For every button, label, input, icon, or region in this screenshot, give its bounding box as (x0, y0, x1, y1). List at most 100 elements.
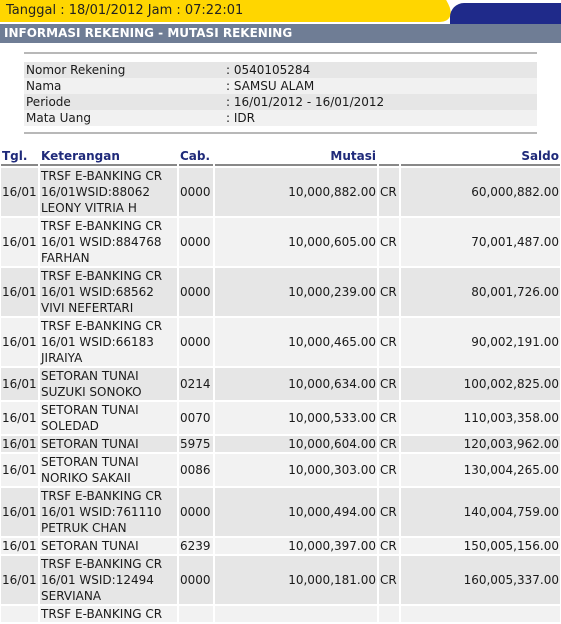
mutation-amount-cell: 10,000,397.00 (215, 538, 377, 554)
description-line: TRSF E-BANKING CR (41, 489, 163, 503)
branch-cell: 0000 (179, 268, 213, 316)
debit-credit-cell (379, 606, 399, 622)
date-bar-yellow-tab (0, 0, 440, 22)
table-row: 16/01 SETORAN TUNAI NORIKO SAKAII 0086 10,00… (1, 454, 560, 486)
column-header-cab: Cab. (179, 148, 213, 166)
description-line: 16/01 WSID:12494 (41, 573, 154, 587)
balance-cell: 110,003,358.00 (401, 402, 560, 434)
debit-credit-cell: CR (379, 538, 399, 554)
description-cell: TRSF E-BANKING CR 16/01 WSID:12494 SERVIAN… (40, 556, 177, 604)
account-number-label: Nomor Rekening (26, 63, 126, 77)
debit-credit-cell: CR (379, 454, 399, 486)
description-cell: SETORAN TUNAI (40, 538, 177, 554)
balance-cell: 160,005,337.00 (401, 556, 560, 604)
balance-cell: 120,003,962.00 (401, 436, 560, 452)
mutation-amount-cell: 10,000,604.00 (215, 436, 377, 452)
debit-credit-cell: CR (379, 488, 399, 536)
balance-cell: 90,002,191.00 (401, 318, 560, 366)
date-cell: 16/01 (1, 268, 38, 316)
description-line: SOLEDAD (41, 419, 99, 433)
table-row: 16/01 TRSF E-BANKING CR 16/01 WSID:761110 P… (1, 488, 560, 536)
date-cell: 16/01 (1, 168, 38, 216)
date-cell (1, 606, 38, 622)
account-row-name: Nama : SAMSU ALAM (24, 78, 537, 94)
table-row: 16/01 TRSF E-BANKING CR 16/01 WSID:66183 JI… (1, 318, 560, 366)
mutation-amount-cell (215, 606, 377, 622)
description-line: TRSF E-BANKING CR (41, 269, 163, 283)
table-row: 16/01 TRSF E-BANKING CR 16/01WSID:88062 LEO… (1, 168, 560, 216)
mutation-amount-cell: 10,000,634.00 (215, 368, 377, 400)
description-line: 16/01 WSID:884768 (41, 235, 162, 249)
description-line: 16/01 WSID:761110 (41, 505, 162, 519)
table-row: TRSF E-BANKING CR (1, 606, 560, 622)
account-name-label: Nama (26, 79, 62, 93)
table-row: 16/01 TRSF E-BANKING CR 16/01 WSID:884768 F… (1, 218, 560, 266)
branch-cell: 0000 (179, 488, 213, 536)
branch-cell: 0000 (179, 168, 213, 216)
divider-bottom (24, 132, 537, 134)
mutation-amount-cell: 10,000,882.00 (215, 168, 377, 216)
branch-cell: 0000 (179, 318, 213, 366)
table-row: 16/01 SETORAN TUNAI 6239 10,000,397.00 CR 150… (1, 538, 560, 554)
column-header-mutasi: Mutasi (215, 148, 377, 166)
mutation-amount-cell: 10,000,605.00 (215, 218, 377, 266)
mutation-amount-cell: 10,000,494.00 (215, 488, 377, 536)
description-line: NORIKO SAKAII (41, 471, 131, 485)
mutation-amount-cell: 10,000,533.00 (215, 402, 377, 434)
description-cell: SETORAN TUNAI NORIKO SAKAII (40, 454, 177, 486)
description-line: TRSF E-BANKING CR (41, 169, 163, 183)
description-line: TRSF E-BANKING CR (41, 319, 163, 333)
mutation-amount-cell: 10,000,465.00 (215, 318, 377, 366)
description-cell: SETORAN TUNAI SUZUKI SONOKO (40, 368, 177, 400)
branch-cell: 5975 (179, 436, 213, 452)
branch-cell: 0070 (179, 402, 213, 434)
balance-cell: 150,005,156.00 (401, 538, 560, 554)
date-bar: Tanggal : 18/01/2012 Jam : 07:22:01 (0, 0, 561, 24)
date-time-label: Tanggal : 18/01/2012 Jam : 07:22:01 (6, 3, 244, 18)
balance-cell: 130,004,265.00 (401, 454, 560, 486)
debit-credit-cell: CR (379, 318, 399, 366)
divider-top (24, 52, 537, 54)
table-header-row: Tgl. Keterangan Cab. Mutasi Saldo (1, 148, 560, 166)
description-cell: TRSF E-BANKING CR 16/01 WSID:68562 VIVI NE… (40, 268, 177, 316)
debit-credit-cell: CR (379, 218, 399, 266)
description-line: TRSF E-BANKING CR (41, 557, 163, 571)
description-line: FARHAN (41, 251, 90, 265)
account-row-period: Periode : 16/01/2012 - 16/01/2012 (24, 94, 537, 110)
mutation-amount-cell: 10,000,303.00 (215, 454, 377, 486)
account-number-value: : 0540105284 (226, 63, 311, 77)
description-cell: SETORAN TUNAI (40, 436, 177, 452)
debit-credit-cell: CR (379, 556, 399, 604)
table-row: 16/01 TRSF E-BANKING CR 16/01 WSID:68562 VI… (1, 268, 560, 316)
date-bar-blue-accent (450, 3, 561, 24)
currency-label: Mata Uang (26, 111, 91, 125)
currency-value: : IDR (226, 111, 255, 125)
description-cell: SETORAN TUNAI SOLEDAD (40, 402, 177, 434)
date-cell: 16/01 (1, 488, 38, 536)
balance-cell: 100,002,825.00 (401, 368, 560, 400)
description-line: PETRUK CHAN (41, 521, 127, 535)
balance-cell: 70,001,487.00 (401, 218, 560, 266)
date-cell: 16/01 (1, 454, 38, 486)
description-cell: TRSF E-BANKING CR (40, 606, 177, 622)
description-cell: TRSF E-BANKING CR 16/01 WSID:761110 PETRUK… (40, 488, 177, 536)
date-cell: 16/01 (1, 436, 38, 452)
table-row: 16/01 SETORAN TUNAI 5975 10,000,604.00 CR 120… (1, 436, 560, 452)
debit-credit-cell: CR (379, 368, 399, 400)
balance-cell: 140,004,759.00 (401, 488, 560, 536)
column-header-dc (379, 148, 399, 166)
mutation-amount-cell: 10,000,181.00 (215, 556, 377, 604)
date-cell: 16/01 (1, 538, 38, 554)
branch-cell: 0000 (179, 218, 213, 266)
table-row: 16/01 SETORAN TUNAI SOLEDAD 0070 10,000,533.… (1, 402, 560, 434)
column-header-tgl: Tgl. (1, 148, 38, 166)
date-cell: 16/01 (1, 218, 38, 266)
balance-cell (401, 606, 560, 622)
description-line: SERVIANA (41, 589, 102, 603)
date-cell: 16/01 (1, 556, 38, 604)
balance-cell: 60,000,882.00 (401, 168, 560, 216)
date-cell: 16/01 (1, 368, 38, 400)
branch-cell: 0214 (179, 368, 213, 400)
mutation-amount-cell: 10,000,239.00 (215, 268, 377, 316)
mutation-table: Tgl. Keterangan Cab. Mutasi Saldo 16/01 T… (0, 146, 561, 624)
